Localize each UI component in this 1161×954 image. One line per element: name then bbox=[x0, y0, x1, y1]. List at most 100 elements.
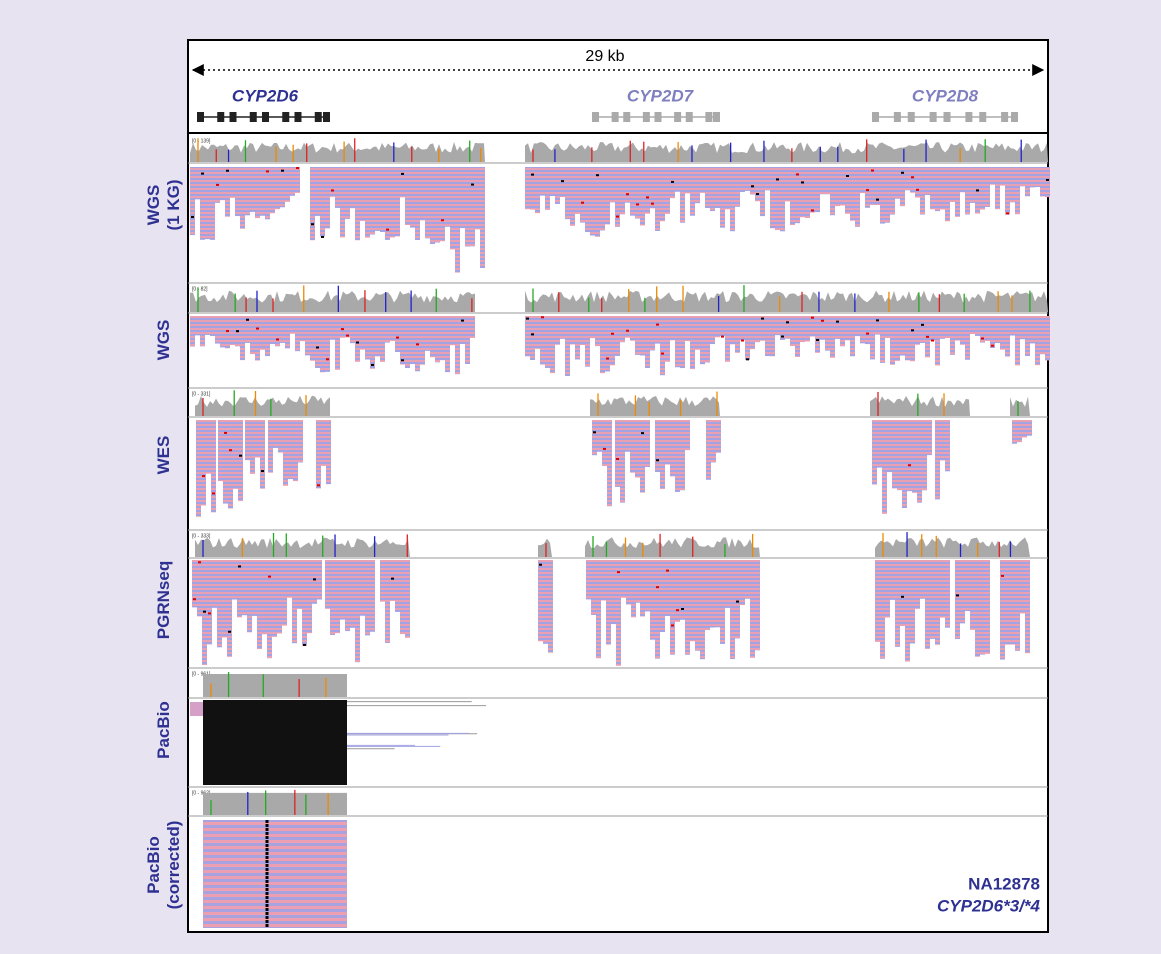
read-column bbox=[620, 316, 625, 342]
read-column bbox=[290, 316, 295, 334]
exon bbox=[262, 112, 269, 122]
read-column bbox=[855, 316, 860, 336]
read-column bbox=[715, 167, 720, 208]
read-column bbox=[287, 560, 292, 598]
read-column bbox=[326, 420, 331, 484]
read-column bbox=[765, 316, 770, 356]
mismatch bbox=[616, 458, 619, 460]
read-column bbox=[590, 316, 595, 338]
read-column bbox=[1025, 316, 1030, 356]
read-column bbox=[670, 420, 675, 476]
read-column bbox=[675, 167, 680, 192]
exon bbox=[250, 112, 257, 122]
mismatch bbox=[256, 328, 259, 330]
read-column bbox=[615, 316, 620, 356]
coverage bbox=[203, 793, 347, 815]
read-column bbox=[227, 560, 232, 657]
mismatch bbox=[666, 570, 669, 572]
read-column bbox=[595, 167, 600, 237]
exon bbox=[295, 112, 302, 122]
read-column bbox=[630, 420, 635, 473]
read-column bbox=[720, 167, 725, 228]
read-column bbox=[380, 167, 385, 232]
read-column bbox=[640, 420, 645, 493]
mismatch bbox=[401, 359, 404, 361]
read-column bbox=[1005, 316, 1010, 357]
read-column bbox=[260, 167, 265, 216]
read-column bbox=[430, 167, 435, 244]
read-column bbox=[655, 560, 660, 659]
read-column bbox=[880, 316, 885, 363]
read-column bbox=[225, 316, 230, 348]
read-column bbox=[475, 167, 480, 229]
mismatch bbox=[786, 321, 789, 323]
read-column bbox=[350, 560, 355, 628]
read-column bbox=[690, 316, 695, 369]
mismatch bbox=[781, 336, 784, 338]
read-column bbox=[845, 316, 850, 340]
read-column bbox=[405, 560, 410, 638]
read-column bbox=[877, 420, 882, 468]
read-column bbox=[325, 167, 330, 228]
mismatch bbox=[239, 455, 242, 457]
read-column bbox=[631, 560, 636, 617]
read-column bbox=[700, 560, 705, 659]
read-column bbox=[895, 316, 900, 361]
track-label-line: WGS bbox=[144, 185, 163, 226]
read-column bbox=[585, 167, 590, 232]
read-column bbox=[480, 167, 485, 268]
read-column bbox=[370, 316, 375, 369]
read-column bbox=[640, 167, 645, 225]
read-column bbox=[268, 420, 273, 473]
read-column bbox=[720, 560, 725, 644]
read-column bbox=[370, 167, 375, 235]
read-column bbox=[1010, 560, 1015, 645]
read-column bbox=[875, 560, 880, 642]
read-column bbox=[445, 167, 450, 227]
read-column bbox=[310, 316, 315, 361]
read-column bbox=[360, 167, 365, 221]
exon bbox=[655, 112, 662, 122]
read-column bbox=[270, 167, 275, 213]
read-column bbox=[222, 560, 227, 637]
mismatch bbox=[341, 328, 344, 330]
mismatch bbox=[461, 320, 464, 322]
read-column bbox=[235, 167, 240, 216]
range-label: [0 - 82] bbox=[192, 286, 208, 292]
read-column bbox=[965, 167, 970, 215]
mismatch bbox=[228, 631, 231, 633]
read-column bbox=[650, 167, 655, 208]
track-label-line: WGS bbox=[154, 320, 173, 361]
read-column bbox=[922, 420, 927, 490]
read-column bbox=[321, 420, 326, 466]
read-column bbox=[935, 420, 940, 499]
read-column bbox=[238, 420, 243, 501]
genotype: CYP2D6*3/*4 bbox=[937, 896, 1041, 915]
read-column bbox=[602, 420, 607, 466]
read-column bbox=[285, 316, 290, 348]
read-column bbox=[592, 420, 597, 455]
read-column bbox=[370, 560, 375, 632]
read-column bbox=[935, 560, 940, 645]
read-column bbox=[770, 167, 775, 228]
exon bbox=[197, 112, 204, 122]
read-column bbox=[212, 560, 217, 608]
mismatch bbox=[681, 608, 684, 610]
read-column bbox=[850, 167, 855, 221]
read-column bbox=[690, 167, 695, 216]
read-column bbox=[630, 167, 635, 216]
read-column bbox=[586, 560, 591, 599]
read-column bbox=[875, 316, 880, 335]
read-column bbox=[940, 560, 945, 618]
mismatch bbox=[346, 335, 349, 337]
exon bbox=[705, 112, 712, 122]
read-column bbox=[695, 167, 700, 203]
read-column bbox=[840, 316, 845, 346]
read-column bbox=[420, 167, 425, 220]
read-column bbox=[780, 167, 785, 231]
read-column bbox=[615, 167, 620, 227]
read-column bbox=[917, 420, 922, 503]
read-column bbox=[196, 420, 201, 517]
read-column bbox=[405, 167, 410, 225]
read-column bbox=[220, 316, 225, 347]
